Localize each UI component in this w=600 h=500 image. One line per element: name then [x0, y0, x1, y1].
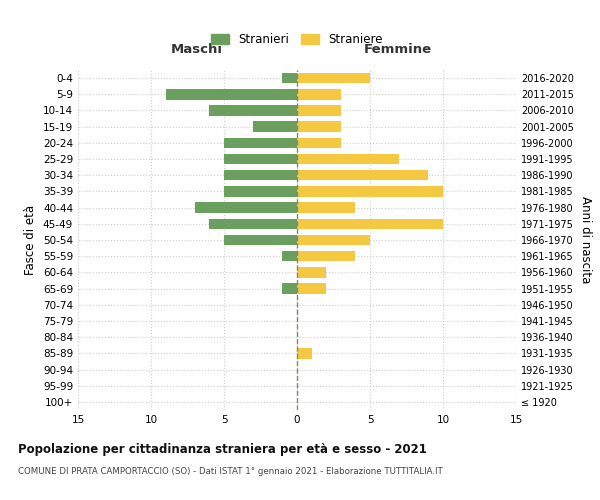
Bar [297, 202, 355, 213]
Bar [253, 122, 297, 132]
Bar [297, 251, 355, 262]
Bar [297, 89, 341, 100]
Text: Femmine: Femmine [364, 44, 432, 57]
Bar [297, 218, 443, 229]
Bar [209, 105, 297, 116]
Bar [224, 170, 297, 180]
Bar [224, 186, 297, 196]
Bar [297, 234, 370, 246]
Bar [297, 138, 341, 148]
Bar [297, 105, 341, 116]
Bar [195, 202, 297, 213]
Bar [283, 284, 297, 294]
Bar [297, 122, 341, 132]
Y-axis label: Anni di nascita: Anni di nascita [579, 196, 592, 284]
Bar [209, 218, 297, 229]
Y-axis label: Fasce di età: Fasce di età [25, 205, 37, 275]
Bar [283, 73, 297, 84]
Bar [283, 251, 297, 262]
Bar [297, 154, 399, 164]
Bar [297, 267, 326, 278]
Bar [224, 154, 297, 164]
Bar [297, 284, 326, 294]
Bar [297, 348, 311, 358]
Legend: Stranieri, Straniere: Stranieri, Straniere [206, 28, 388, 50]
Text: COMUNE DI PRATA CAMPORTACCIO (SO) - Dati ISTAT 1° gennaio 2021 - Elaborazione TU: COMUNE DI PRATA CAMPORTACCIO (SO) - Dati… [18, 468, 443, 476]
Bar [297, 170, 428, 180]
Bar [224, 234, 297, 246]
Text: Maschi: Maschi [170, 44, 222, 57]
Bar [297, 186, 443, 196]
Text: Popolazione per cittadinanza straniera per età e sesso - 2021: Popolazione per cittadinanza straniera p… [18, 442, 427, 456]
Bar [224, 138, 297, 148]
Bar [166, 89, 297, 100]
Bar [297, 73, 370, 84]
